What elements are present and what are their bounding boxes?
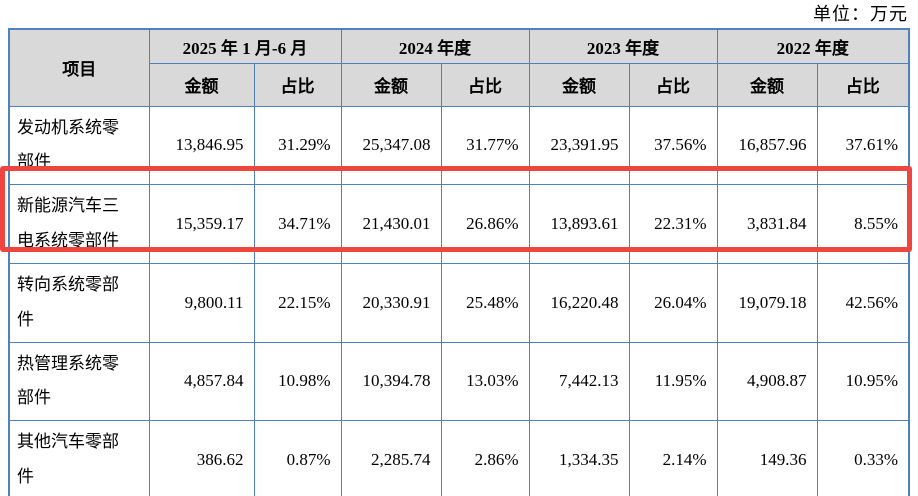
- subheader-ratio: 占比: [253, 62, 342, 107]
- cell-ratio: 8.55%: [816, 184, 910, 264]
- column-header-period-2022: 2022 年度: [716, 28, 910, 64]
- cell-ratio: 13.03%: [440, 341, 530, 422]
- row-label: 热管理系统零 部件: [8, 341, 150, 422]
- cell-ratio: 31.77%: [440, 105, 530, 186]
- column-header-period-2024: 2024 年度: [340, 28, 530, 64]
- table-row: 热管理系统零 部件 4,857.84 10.98% 10,394.78 13.0…: [8, 341, 910, 422]
- data-table: 项目 2025 年 1 月-6 月 2024 年度 2023 年度 2022 年…: [8, 28, 911, 496]
- cell-ratio: 37.56%: [628, 105, 718, 186]
- cell-amount: 19,079.18: [716, 262, 818, 343]
- cell-amount: 15,359.17: [148, 184, 255, 264]
- cell-ratio: 0.33%: [816, 420, 910, 496]
- cell-ratio: 10.98%: [253, 341, 342, 422]
- table-row-highlighted: 新能源汽车三 电系统零部件 15,359.17 34.71% 21,430.01…: [8, 184, 910, 264]
- cell-amount: 16,220.48: [528, 262, 630, 343]
- cell-ratio: 26.04%: [628, 262, 718, 343]
- cell-amount: 20,330.91: [340, 262, 442, 343]
- row-label: 新能源汽车三 电系统零部件: [8, 184, 150, 264]
- table-row: 其他汽车零部 件 386.62 0.87% 2,285.74 2.86% 1,3…: [8, 420, 910, 496]
- unit-label: 单位：万元: [813, 4, 908, 24]
- header-row-subheaders: 金额 占比 金额 占比 金额 占比 金额 占比: [9, 62, 910, 107]
- cell-ratio: 0.87%: [253, 420, 342, 496]
- revenue-breakdown-table: 项目 2025 年 1 月-6 月 2024 年度 2023 年度 2022 年…: [8, 28, 911, 496]
- cell-amount: 13,846.95: [148, 105, 255, 186]
- subheader-amount: 金额: [716, 62, 818, 107]
- cell-ratio: 2.14%: [628, 420, 718, 496]
- cell-amount: 23,391.95: [528, 105, 630, 186]
- cell-ratio: 11.95%: [628, 341, 718, 422]
- cell-amount: 2,285.74: [340, 420, 442, 496]
- cell-ratio: 22.31%: [628, 184, 718, 264]
- table-row: 转向系统零部 件 9,800.11 22.15% 20,330.91 25.48…: [8, 262, 910, 343]
- table-row: 发动机系统零 部件 13,846.95 31.29% 25,347.08 31.…: [8, 105, 910, 186]
- cell-amount: 149.36: [716, 420, 818, 496]
- cell-amount: 1,334.35: [528, 420, 630, 496]
- cell-amount: 9,800.11: [148, 262, 255, 343]
- subheader-ratio: 占比: [440, 62, 530, 107]
- cell-amount: 4,857.84: [148, 341, 255, 422]
- cell-amount: 16,857.96: [716, 105, 818, 186]
- cell-ratio: 31.29%: [253, 105, 342, 186]
- subheader-ratio: 占比: [816, 62, 910, 107]
- cell-ratio: 42.56%: [816, 262, 910, 343]
- cell-amount: 386.62: [148, 420, 255, 496]
- header-row-periods: 项目 2025 年 1 月-6 月 2024 年度 2023 年度 2022 年…: [8, 28, 910, 107]
- column-header-period-2023: 2023 年度: [528, 28, 718, 64]
- cell-amount: 7,442.13: [528, 341, 630, 422]
- cell-amount: 25,347.08: [340, 105, 442, 186]
- cell-ratio: 26.86%: [440, 184, 530, 264]
- subheader-amount: 金额: [528, 62, 630, 107]
- cell-amount: 13,893.61: [528, 184, 630, 264]
- subheader-ratio: 占比: [628, 62, 718, 107]
- cell-ratio: 22.15%: [253, 262, 342, 343]
- subheader-amount: 金额: [340, 62, 442, 107]
- cell-amount: 3,831.84: [716, 184, 818, 264]
- cell-ratio: 2.86%: [440, 420, 530, 496]
- cell-amount: 10,394.78: [340, 341, 442, 422]
- cell-amount: 21,430.01: [340, 184, 442, 264]
- cell-ratio: 10.95%: [816, 341, 910, 422]
- column-header-item: 项目: [8, 28, 150, 107]
- row-label: 转向系统零部 件: [8, 262, 150, 343]
- cell-ratio: 25.48%: [440, 262, 530, 343]
- row-label: 其他汽车零部 件: [8, 420, 150, 496]
- cell-amount: 4,908.87: [716, 341, 818, 422]
- row-label: 发动机系统零 部件: [8, 105, 150, 186]
- subheader-amount: 金额: [148, 62, 255, 107]
- cell-ratio: 37.61%: [816, 105, 910, 186]
- column-header-period-2025h1: 2025 年 1 月-6 月: [148, 28, 342, 64]
- cell-ratio: 34.71%: [253, 184, 342, 264]
